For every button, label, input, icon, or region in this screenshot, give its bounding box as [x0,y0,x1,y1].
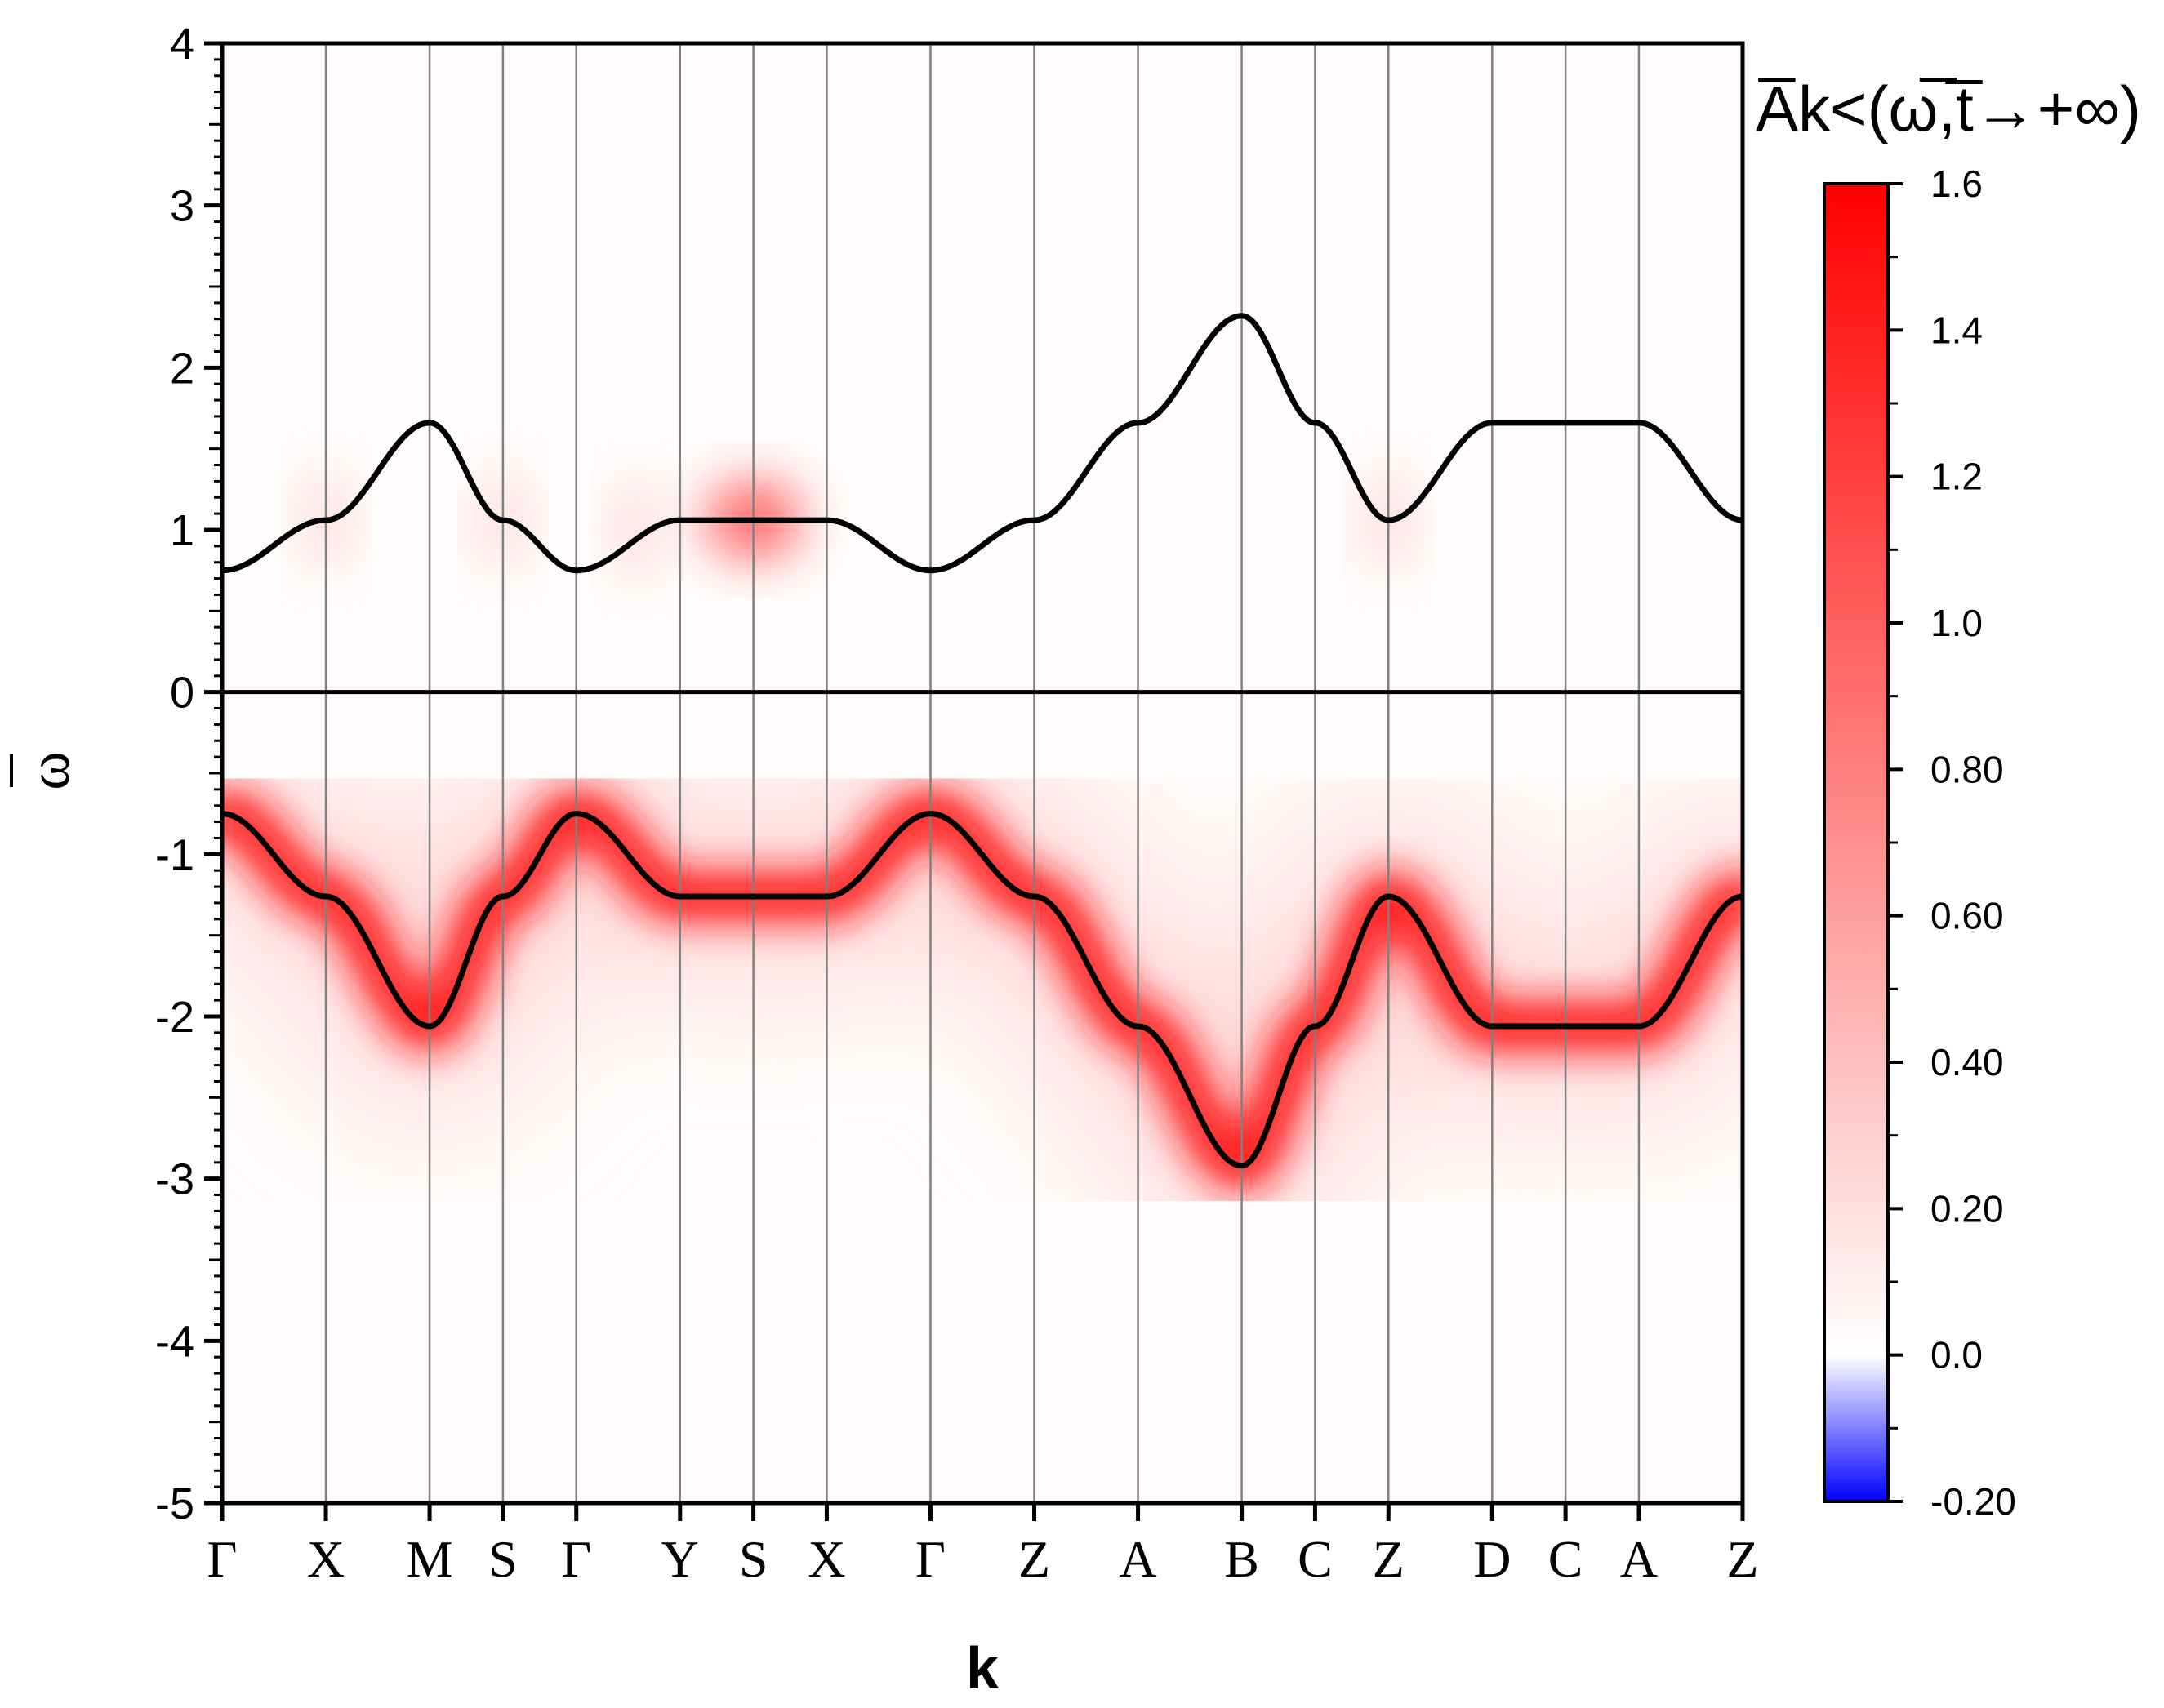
colorbar-tick-label: 0.80 [1930,748,2004,790]
y-axis: 4 3 2 1 0 -1 -2 -3 -4 -5 [155,20,222,1528]
y-tick-label: 1 [170,506,194,555]
y-tick-label: 0 [170,669,194,718]
y-tick-label: 2 [170,344,194,393]
y-tick-label: 3 [170,182,194,231]
colorbar-tick-label: -0.20 [1930,1480,2016,1523]
colorbar [1823,182,1890,1503]
colorbar-tick-label: 0.40 [1930,1041,2004,1083]
x-tick-label: Γ [915,1530,946,1588]
upper-band-curve [222,313,1743,574]
colorbar-tick-label: 0.20 [1930,1187,2004,1230]
x-tick-label: A [1119,1530,1156,1588]
x-tick-label: S [488,1530,518,1588]
y-tick-label: 4 [170,20,194,69]
y-tick-label: -2 [155,993,194,1042]
x-tick-label: X [307,1530,345,1588]
x-axis-title: k [966,1636,1000,1701]
x-tick-label: Z [1018,1530,1050,1588]
y-tick-label: -5 [155,1479,194,1528]
x-tick-label: B [1224,1530,1259,1588]
lower-band-curve [222,811,1743,1169]
colorbar-tick-label: 0.60 [1930,895,2004,937]
x-tick-label: D [1473,1530,1511,1588]
x-tick-label: Γ [561,1530,591,1588]
x-tick-label: S [739,1530,768,1588]
x-tick-label: C [1548,1530,1583,1588]
colorbar-tick-label: 1.0 [1930,602,1983,644]
band-curves [222,313,1743,1169]
y-axis-title: ω [16,751,82,790]
x-tick-label: X [808,1530,845,1588]
x-tick-label: Z [1373,1530,1405,1588]
colorbar-axis: 1.6 1.4 1.2 1.0 0.80 0.60 0.40 0.20 0.0 -0.20 [1888,162,2016,1523]
y-axis-title-group: ω [10,751,82,790]
high-symmetry-gridlines [324,43,1641,1503]
colorbar-tick-label: 1.4 [1930,309,1983,351]
y-tick-label: -3 [155,1155,194,1204]
colorbar-tick-label: 1.2 [1930,456,1983,498]
x-tick-label: Z [1726,1530,1758,1588]
colorbar-title-text: A̅k<(ω̅,t̅→+∞) [1756,73,2141,145]
y-tick-label: -1 [155,830,194,879]
x-tick-label: Γ [207,1530,238,1588]
colorbar-title: A̅k<(ω̅,t̅→+∞) [1756,73,2141,145]
x-tick-label: M [407,1530,453,1588]
colorbar-tick-label: 1.6 [1930,162,1983,205]
x-tick-label: Y [661,1530,699,1588]
x-tick-label: C [1298,1530,1333,1588]
colorbar-tick-label: 0.0 [1930,1334,1983,1377]
y-tick-label: -4 [155,1317,194,1366]
upper-band-faint-spot [614,481,661,579]
x-tick-label: A [1620,1530,1658,1588]
